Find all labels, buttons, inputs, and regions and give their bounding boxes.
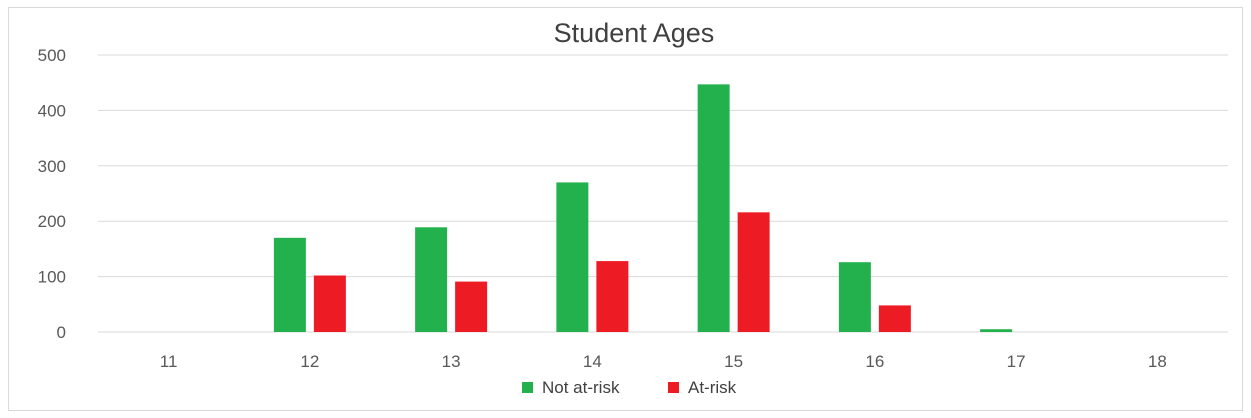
bars <box>273 84 1013 332</box>
bar <box>313 275 346 332</box>
x-tick-label: 16 <box>865 352 884 371</box>
bar <box>596 261 629 332</box>
y-tick-label: 300 <box>38 157 66 176</box>
y-tick-label: 500 <box>38 46 66 65</box>
bar <box>455 281 488 332</box>
x-tick-label: 15 <box>724 352 743 371</box>
y-tick-label: 400 <box>38 101 66 120</box>
bar <box>273 237 306 332</box>
x-tick-label: 12 <box>300 352 319 371</box>
bar <box>556 182 589 332</box>
legend: Not at-risk At-risk <box>522 378 737 397</box>
x-tick-label: 14 <box>583 352 602 371</box>
bar <box>737 212 770 332</box>
legend-swatch <box>668 382 679 393</box>
y-tick-label: 0 <box>57 323 66 342</box>
x-axis-ticks: 11 12 13 14 15 16 17 18 <box>160 352 1167 371</box>
x-tick-label: 18 <box>1148 352 1167 371</box>
bar <box>697 84 730 332</box>
chart-title: Student Ages <box>554 18 715 48</box>
bar <box>415 227 448 332</box>
legend-label: Not at-risk <box>542 378 620 397</box>
gridlines <box>98 54 1228 333</box>
bar <box>878 305 911 332</box>
y-axis-ticks: 0 100 200 300 400 500 <box>38 46 66 342</box>
y-tick-label: 100 <box>38 268 66 287</box>
bar <box>838 262 871 332</box>
x-tick-label: 17 <box>1007 352 1026 371</box>
chart-frame <box>8 7 1243 411</box>
x-tick-label: 11 <box>160 352 178 371</box>
legend-swatch <box>522 382 533 393</box>
x-tick-label: 13 <box>442 352 461 371</box>
y-tick-label: 200 <box>38 212 66 231</box>
bar <box>980 329 1013 332</box>
legend-label: At-risk <box>688 378 737 397</box>
